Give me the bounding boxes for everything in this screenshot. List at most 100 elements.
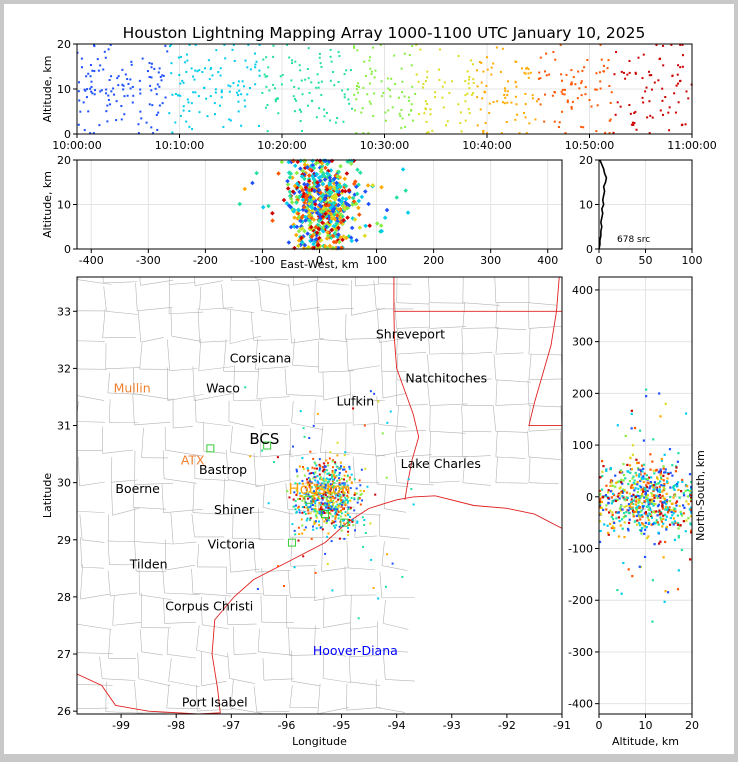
ew-alt-point <box>243 187 248 192</box>
time-alt-point <box>372 47 374 49</box>
time-alt-point <box>229 85 231 87</box>
county-line <box>264 679 294 680</box>
time-alt-point <box>308 47 310 49</box>
county-line <box>106 368 140 369</box>
ns-alt-point <box>667 591 669 593</box>
ew-alt-point <box>270 218 275 223</box>
plan-point <box>335 524 337 526</box>
plan-point <box>358 617 360 619</box>
time-alt-point <box>188 101 190 103</box>
ew-alt-point <box>261 205 266 210</box>
time-alt-point <box>83 101 85 103</box>
ns-alt-point <box>677 515 679 517</box>
plan-point <box>349 468 351 470</box>
ns-alt-point <box>652 486 654 488</box>
time-alt-point <box>230 119 232 121</box>
parish-line <box>496 457 526 459</box>
ns-alt-point <box>655 469 657 471</box>
plan-point <box>296 511 298 513</box>
time-alt-point <box>130 87 132 89</box>
time-alt-point <box>102 69 104 71</box>
plan-point <box>328 519 330 521</box>
ns-alt-point <box>631 484 633 486</box>
ew-alt-point <box>270 211 275 216</box>
plan-point <box>336 508 338 510</box>
plan-point <box>332 515 334 517</box>
time-alt-point <box>237 101 239 103</box>
time-alt-point <box>121 118 123 120</box>
plan-point <box>303 511 305 513</box>
time-alt-point <box>369 83 371 85</box>
county-line <box>137 307 172 311</box>
ew-alt-point <box>375 221 380 226</box>
time-alt-point <box>155 88 157 90</box>
ns-alt-point <box>645 388 647 390</box>
time-alt-point <box>646 116 648 118</box>
time-alt-point <box>293 95 295 97</box>
time-alt-point <box>464 94 466 96</box>
ns-alt-point <box>634 479 636 481</box>
county-line <box>228 653 230 679</box>
plan-point <box>348 466 350 468</box>
time-alt-point <box>634 111 636 113</box>
plan-point <box>334 527 336 529</box>
ns-alt-point <box>648 487 650 489</box>
time-alt-xtick-label: 10:10:00 <box>155 139 204 152</box>
time-alt-point <box>468 83 470 85</box>
plan-point <box>337 442 339 444</box>
time-alt-point <box>369 56 371 58</box>
time-alt-point <box>685 90 687 92</box>
county-line <box>348 513 381 515</box>
plan-point <box>307 509 309 511</box>
time-alt-point <box>98 124 100 126</box>
plan-point <box>302 506 304 508</box>
ns-alt-point <box>657 521 659 523</box>
time-alt-point <box>300 120 302 122</box>
county-line <box>167 684 169 708</box>
plan-point <box>315 514 317 516</box>
ew-alt-point <box>354 238 359 243</box>
ns-alt-point <box>602 509 604 511</box>
plan-ylabel: Latitude <box>41 473 54 519</box>
plan-ytick-label: 31 <box>57 420 71 433</box>
plan-point <box>295 500 297 502</box>
ns-alt-point <box>660 512 662 514</box>
county-line <box>293 280 319 286</box>
time-alt-point <box>194 70 196 72</box>
time-alt-point <box>243 85 245 87</box>
time-alt-point <box>601 59 603 61</box>
ns-alt-point <box>613 527 615 529</box>
time-alt-point <box>259 75 261 77</box>
ns-alt-point <box>601 488 603 490</box>
plan-ytick-label: 26 <box>57 705 71 718</box>
time-alt-point <box>210 95 212 97</box>
ns-alt-point <box>611 516 613 518</box>
ns-alt-point <box>659 500 661 502</box>
plan-point <box>329 508 331 510</box>
plan-point <box>301 457 303 459</box>
parish-line <box>562 354 598 356</box>
plan-point <box>315 520 317 522</box>
time-alt-point <box>357 82 359 84</box>
plan-point <box>311 538 313 540</box>
time-alt-point <box>356 88 358 90</box>
time-alt-point <box>411 86 413 88</box>
time-alt-point <box>525 68 527 70</box>
time-alt-point <box>552 95 554 97</box>
time-alt-point <box>502 48 504 50</box>
time-alt-point <box>244 105 246 107</box>
ns-alt-point <box>612 493 614 495</box>
ns-alt-point <box>653 470 655 472</box>
ns-alt-point <box>614 486 616 488</box>
ns-alt-point <box>628 568 630 570</box>
time-alt-point <box>643 54 645 56</box>
ns-alt-point <box>640 530 642 532</box>
time-alt-point <box>140 117 142 119</box>
county-line <box>104 286 107 311</box>
ew-alt-point <box>290 200 295 205</box>
time-alt-point <box>441 97 443 99</box>
time-alt-point <box>267 130 269 132</box>
time-alt-point <box>355 98 357 100</box>
plan-point <box>361 499 363 501</box>
time-alt-point <box>457 103 459 105</box>
